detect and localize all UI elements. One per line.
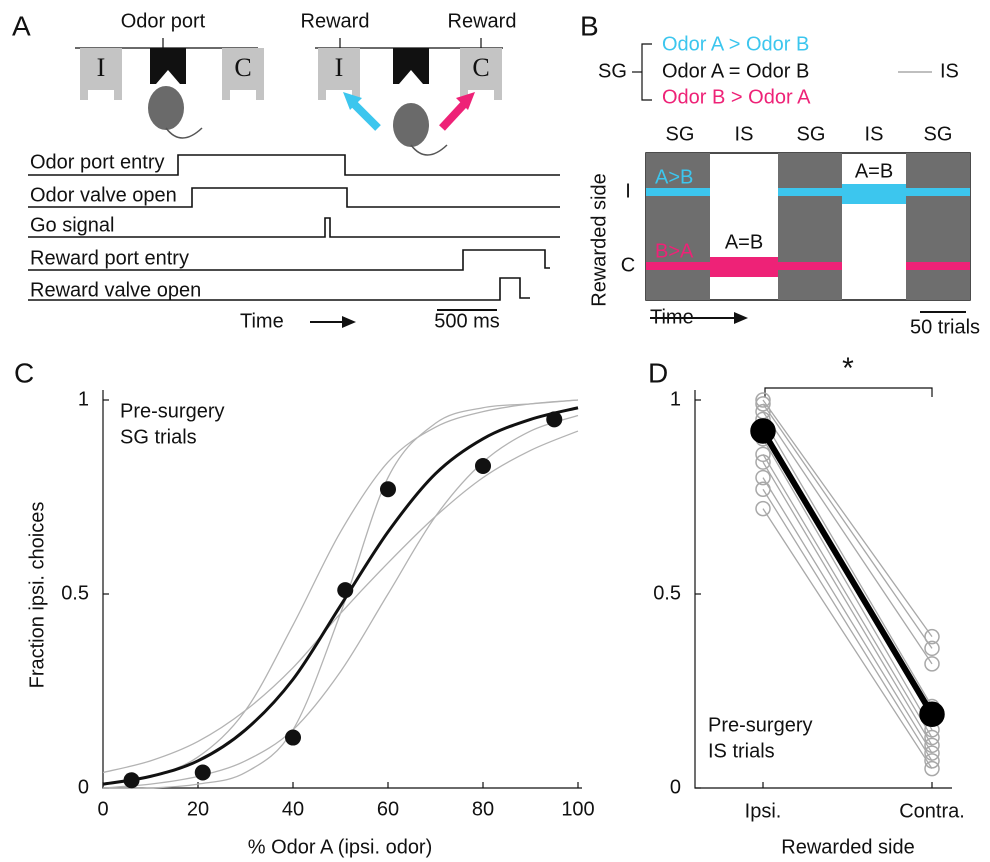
trace-label: Go signal [30, 214, 115, 236]
label: Reward [448, 10, 517, 32]
y-tick-label: 1 [78, 388, 89, 410]
band-label: A=B [855, 160, 893, 182]
annotation: SG trials [120, 426, 197, 448]
y-tick-label: 0 [78, 776, 89, 798]
subject-line [763, 439, 932, 730]
band-label: B>A [655, 240, 694, 262]
port-label: C [234, 53, 251, 82]
mean-point [920, 702, 944, 726]
annotation: Pre-surgery [120, 400, 224, 422]
mean-line [763, 431, 932, 714]
annotation: IS trials [708, 740, 775, 762]
rule-label: Odor A = Odor B [662, 60, 809, 82]
annotation: Pre-surgery [708, 714, 812, 736]
data-point [285, 730, 301, 746]
x-tick-label: 0 [97, 798, 108, 820]
time-label: Time [240, 310, 284, 332]
trace-label: Odor valve open [30, 184, 177, 206]
panel-label: B [580, 10, 599, 41]
panel-label: D [648, 357, 668, 388]
x-tick-label: 100 [561, 798, 594, 820]
y-axis-label: Fraction ipsi. choices [26, 502, 48, 689]
x-axis-label: Rewarded side [781, 836, 914, 858]
data-point [380, 481, 396, 497]
data-point [195, 764, 211, 780]
rule-label: Odor A > Odor B [662, 33, 809, 55]
fit-curve [103, 416, 578, 788]
port-label: I [335, 53, 344, 82]
data-point [475, 458, 491, 474]
x-tick-label: 80 [472, 798, 494, 820]
rule-label: Odor B > Odor A [662, 86, 811, 108]
mean-point [751, 419, 775, 443]
panel-label: C [14, 357, 34, 388]
y-tick-label: 0.5 [653, 582, 681, 604]
subject-line [763, 419, 932, 706]
scale-bar-label: 50 trials [910, 316, 980, 338]
panel-label: A [12, 10, 31, 41]
significance-bracket [765, 388, 932, 397]
scale-bar-label: 500 ms [434, 310, 500, 332]
subject-line [763, 454, 932, 737]
x-tick-label: Contra. [899, 800, 965, 822]
y-tick-label: 0 [670, 776, 681, 798]
x-tick-label: 40 [282, 798, 304, 820]
fit-curve [103, 431, 578, 772]
x-axis-label: % Odor A (ipsi. odor) [248, 836, 433, 858]
block-diagram [646, 153, 970, 324]
x-tick-label: 20 [187, 798, 209, 820]
subject-line [763, 404, 932, 648]
sg-label: SG [598, 60, 627, 82]
band-label: A>B [655, 166, 693, 188]
x-tick-label: Ipsi. [745, 800, 782, 822]
data-point [337, 582, 353, 598]
trace-label: Odor port entry [30, 151, 165, 173]
row-label: C [621, 254, 635, 276]
label: Odor port [121, 10, 206, 32]
data-point [546, 411, 562, 427]
timing-traces [28, 155, 560, 328]
label: Reward [301, 10, 370, 32]
time-label: Time [650, 306, 694, 328]
column-label: IS [735, 123, 754, 145]
column-label: SG [797, 123, 826, 145]
port-label: C [472, 53, 489, 82]
data-point [124, 772, 140, 788]
x-tick-label: 60 [377, 798, 399, 820]
is-label: IS [940, 60, 959, 82]
port-label: I [97, 53, 106, 82]
column-label: SG [924, 123, 953, 145]
column-label: IS [865, 123, 884, 145]
band-label: A=B [725, 231, 763, 253]
column-label: SG [666, 123, 695, 145]
axis-label: Rewarded side [588, 173, 610, 306]
figure: A Odor port I C Reward Reward I C Odor p… [0, 0, 990, 862]
trace-label: Reward port entry [30, 247, 189, 269]
y-tick-label: 0.5 [61, 582, 89, 604]
trace-label: Reward valve open [30, 279, 201, 301]
subject-line [763, 462, 932, 745]
row-label: I [625, 180, 631, 202]
significance: * [842, 352, 854, 385]
y-tick-label: 1 [670, 388, 681, 410]
